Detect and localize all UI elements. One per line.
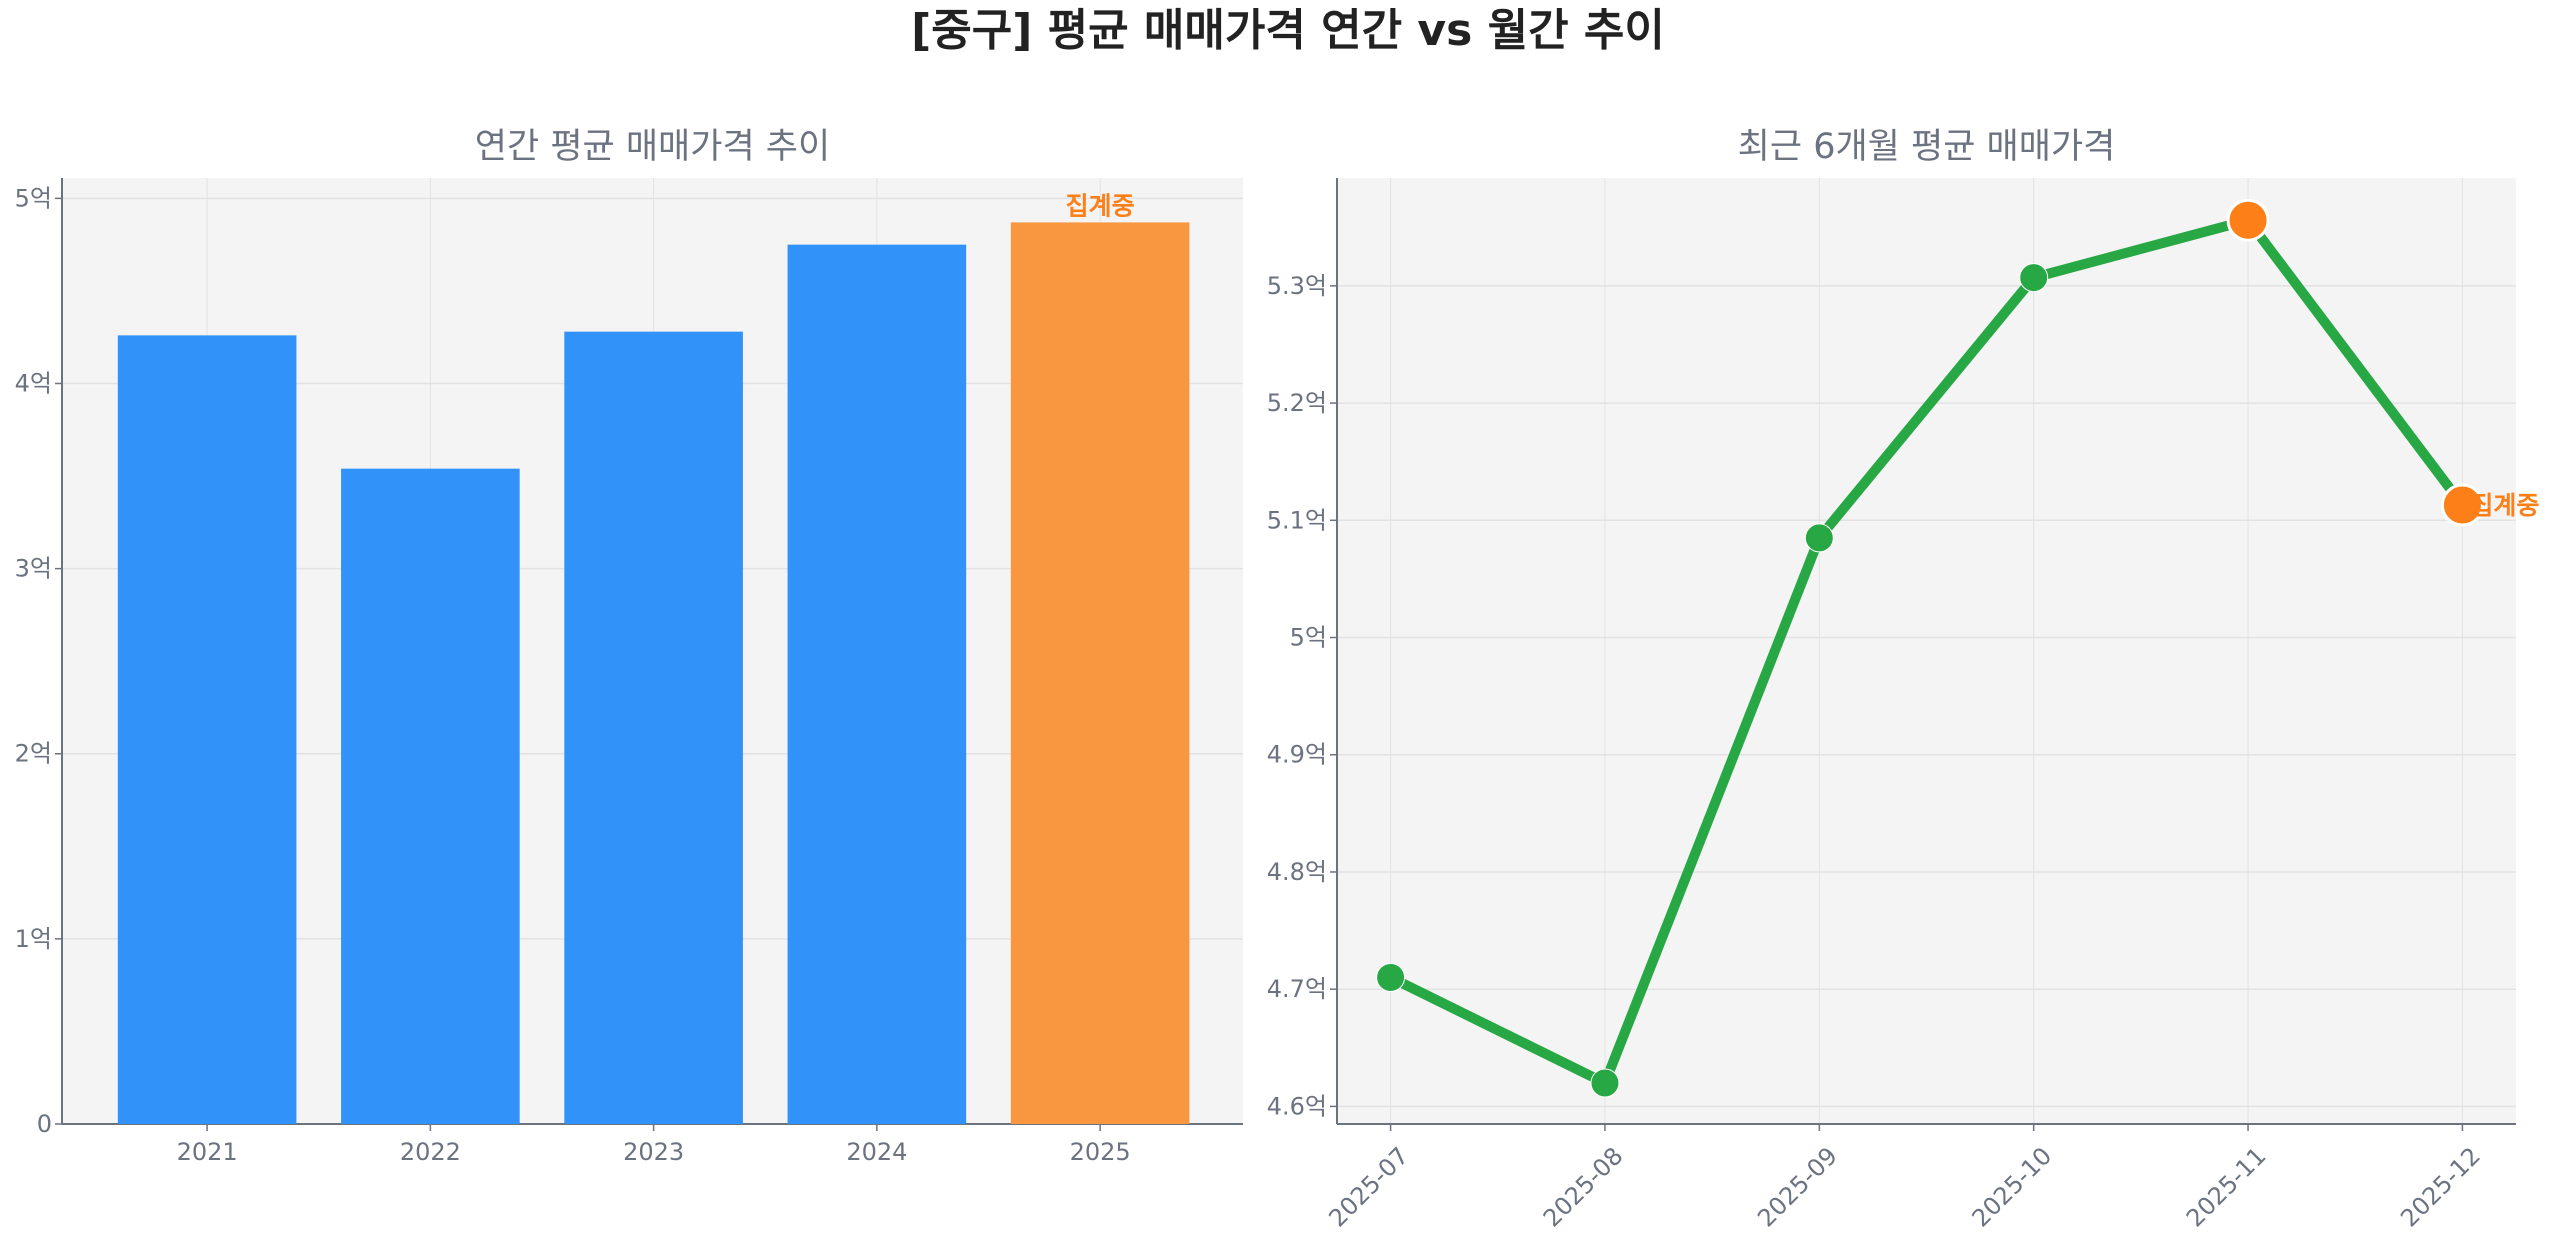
y-tick-label: 5.1억 [1267,506,1327,534]
x-tick-label: 2025-07 [1323,1142,1414,1233]
x-tick-label: 2021 [177,1138,238,1166]
subplot-title: 최근 6개월 평균 매매가격 [1738,127,2116,167]
y-tick-label: 2억 [15,740,52,768]
annotation-label: 집계중 [1066,191,1135,220]
data-point [1804,523,1834,553]
y-tick-label: 5.3억 [1267,272,1327,300]
bar [1010,222,1190,1124]
data-point [2226,198,2270,242]
bar [564,331,743,1124]
x-tick-label: 2025 [1070,1138,1131,1166]
bar [341,468,520,1124]
x-tick-label: 2025-09 [1752,1142,1843,1233]
data-point [2440,483,2484,527]
subplot-title: 연간 평균 매매가격 추이 [475,127,830,167]
data-point [1590,1068,1620,1098]
x-tick-label: 2023 [623,1138,684,1166]
data-line [1388,215,2467,1088]
y-tick-label: 0 [37,1110,52,1138]
data-point [1376,962,1406,992]
x-tick-label: 2024 [846,1138,907,1166]
y-tick-label: 4.8억 [1267,858,1327,886]
y-tick-label: 1억 [15,925,52,953]
bar [117,335,297,1124]
x-tick-label: 2025-10 [1967,1142,2058,1233]
monthly-line-chart: 4.6억 4.7억 4.8억 4.9억 5억 5.1억 5.2억 5.3억 최근 6개월 평균 … [1267,127,2540,1232]
x-tick-label: 2025-12 [2395,1142,2486,1233]
y-tick-label: 3억 [15,555,52,583]
y-tick-label: 5.2억 [1267,389,1327,417]
annotation-label: 집계중 [2470,491,2539,520]
y-tick-label: 4억 [15,369,52,397]
plot-area [1337,178,2516,1124]
y-tick-label: 4.6억 [1267,1092,1327,1120]
bar [787,244,967,1124]
y-tick-label: 5억 [15,184,52,212]
y-tick-label: 4.7억 [1267,975,1327,1003]
annual-bar-chart: 0 1억 2억 3억 4억 5억 연간 평균 매매가격 추이 2021 2022 2023 2024… [15,127,1243,1166]
y-tick-label: 5억 [1290,624,1327,652]
x-tick-label: 2022 [400,1138,461,1166]
figure-title: [중구] 평균 매매가격 연간 vs 월간 추이 [911,5,1665,56]
y-tick-label: 4.9억 [1267,741,1327,769]
x-tick-label: 2025-11 [2181,1142,2272,1233]
data-point [2019,263,2049,293]
x-tick-label: 2025-08 [1538,1142,1629,1233]
